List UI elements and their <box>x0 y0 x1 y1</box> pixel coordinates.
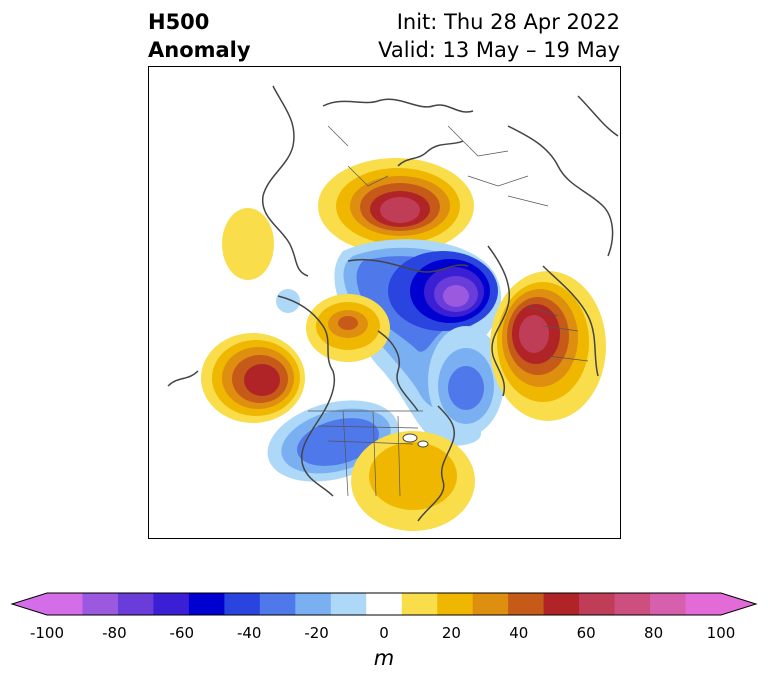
title-field: Anomaly <box>148 38 251 62</box>
title-variable: H500 <box>148 10 210 34</box>
colorbar-cell <box>295 593 332 615</box>
colorbar-cell <box>401 593 438 615</box>
colorbar-tick-label: 20 <box>441 624 461 642</box>
colorbar-cell <box>508 593 545 615</box>
title-init: Init: Thu 28 Apr 2022 <box>396 10 620 34</box>
colorbar-tick-label: 0 <box>379 624 389 642</box>
colorbar-units: m <box>373 646 395 670</box>
colorbar-cell <box>472 593 509 615</box>
title-valid: Valid: 13 May – 19 May <box>378 38 620 62</box>
anomaly-arctic-trough <box>334 239 502 446</box>
colorbar-tick-label: -20 <box>304 624 329 642</box>
colorbar-tick-label: -60 <box>169 624 195 642</box>
colorbar-cell <box>188 593 225 615</box>
colorbar-cell <box>543 593 580 615</box>
colorbar-cell <box>685 593 722 615</box>
colorbar-cell <box>366 593 403 615</box>
anomaly-small-trough <box>276 289 300 313</box>
colorbar-tick-label: -40 <box>236 624 262 642</box>
colorbar-outline <box>10 592 758 616</box>
colorbar-cell <box>224 593 261 615</box>
colorbar-cell <box>82 593 119 615</box>
colorbar-extend-low <box>12 593 47 615</box>
plot-title-right: Init: Thu 28 Apr 2022 Valid: 13 May – 19… <box>378 8 620 64</box>
plot-title-left: H500 Anomaly <box>148 8 251 64</box>
colorbar-cell <box>650 593 687 615</box>
map-frame <box>148 66 621 539</box>
colorbar-cell <box>47 593 83 615</box>
colorbar <box>10 592 758 616</box>
anomaly-north-pacific-ridge <box>201 333 305 423</box>
anomaly-alaska-ridge <box>306 294 390 362</box>
colorbar-extend-high <box>721 593 756 615</box>
colorbar-cell <box>330 593 367 615</box>
colorbar-tick-label: 80 <box>644 624 664 642</box>
colorbar-tick-label: 40 <box>509 624 529 642</box>
coastlines <box>167 85 619 522</box>
colorbar-cell <box>259 593 296 615</box>
anomaly-map <box>148 66 621 539</box>
political-borders <box>308 125 589 497</box>
colorbar-tick-label: -100 <box>29 624 65 642</box>
anomaly-hudson-trough <box>428 326 504 436</box>
anomaly-eastern-us-ridge <box>351 431 475 531</box>
anomaly-pacific-ridge-west <box>222 208 274 280</box>
colorbar-cell <box>117 593 154 615</box>
anomaly-europe-ridge <box>490 271 606 421</box>
great-lakes <box>402 433 429 448</box>
colorbar-cell <box>579 593 616 615</box>
colorbar-cell <box>437 593 474 615</box>
colorbar-cells <box>12 593 756 615</box>
anomaly-siberia-ridge <box>318 158 474 254</box>
colorbar-cell <box>614 593 651 615</box>
colorbar-tick-label: 100 <box>706 624 736 642</box>
colorbar-tick-label: 60 <box>576 624 596 642</box>
colorbar-tick-label: -80 <box>102 624 127 642</box>
colorbar-cell <box>153 593 190 615</box>
